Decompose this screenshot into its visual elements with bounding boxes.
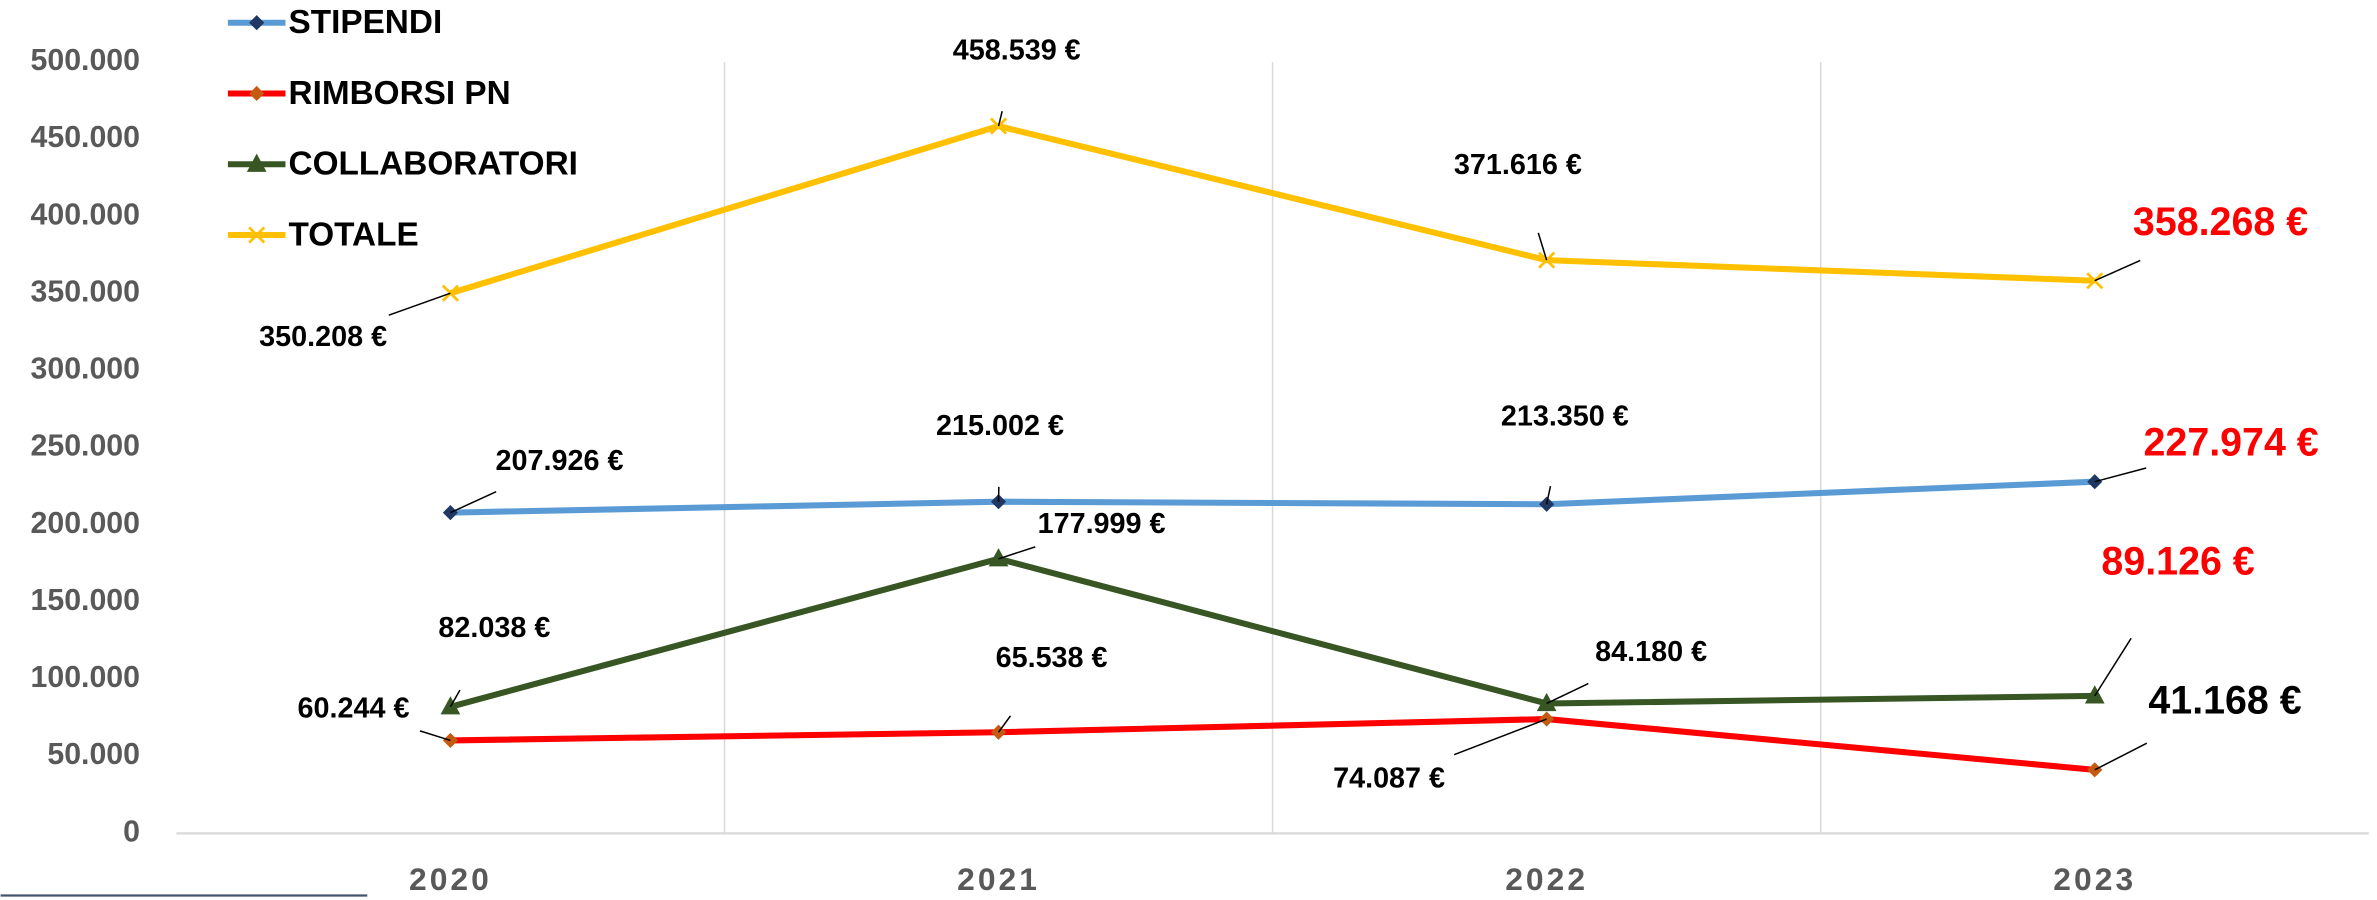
y-tick-label: 250.000	[30, 430, 140, 463]
leader-line	[2094, 637, 2132, 697]
leader-line	[998, 546, 1036, 560]
y-tick-label: 400.000	[30, 198, 140, 231]
data-label: 371.616 €	[1454, 149, 1582, 181]
y-tick-label: 0	[123, 815, 140, 848]
leader-line	[1453, 718, 1547, 756]
leader-line	[388, 292, 451, 316]
x-tick-label: 2021	[957, 861, 1040, 897]
leader-line	[1545, 485, 1552, 505]
data-label: 215.002 €	[936, 410, 1064, 442]
data-label: 458.539 €	[953, 34, 1081, 66]
data-label: 84.180 €	[1595, 636, 1707, 668]
data-label: 177.999 €	[1038, 508, 1166, 540]
series-line	[449, 555, 2095, 710]
y-tick-label: 150.000	[30, 584, 140, 617]
leader-line	[1537, 232, 1548, 261]
series-line	[450, 478, 2095, 516]
data-label: 89.126 €	[2101, 539, 2254, 583]
marker	[1536, 692, 1557, 712]
legend-label: TOTALE	[289, 216, 419, 253]
marker	[246, 153, 267, 172]
x-tick-label: 2022	[1505, 861, 1588, 897]
marker	[1538, 251, 1556, 269]
legend-label: COLLABORATORI	[289, 146, 578, 183]
marker	[990, 724, 1007, 740]
marker	[988, 548, 1009, 567]
legend-label: RIMBORSI PN	[289, 75, 511, 112]
marker	[248, 226, 266, 244]
marker	[249, 15, 265, 31]
y-tick-label: 200.000	[30, 507, 140, 540]
legend-label: STIPENDI	[289, 4, 443, 41]
y-tick-label: 450.000	[30, 121, 140, 154]
x-tick-label: 2023	[2053, 861, 2136, 897]
y-tick-label: 100.000	[30, 661, 140, 694]
data-label: 74.087 €	[1333, 762, 1445, 794]
leader-line	[2094, 259, 2141, 282]
leader-line	[997, 715, 1012, 733]
data-label: 350.208 €	[259, 321, 387, 353]
leader-line	[450, 490, 497, 514]
data-label: 358.268 €	[2133, 200, 2308, 244]
series-line	[449, 123, 2095, 297]
marker	[441, 284, 459, 302]
marker	[2087, 762, 2103, 778]
leader-line	[2094, 467, 2147, 483]
data-label: 213.350 €	[1501, 401, 1629, 433]
data-label: 82.038 €	[438, 612, 550, 644]
data-label: 65.538 €	[996, 642, 1108, 674]
marker	[1539, 711, 1555, 727]
leader-line	[419, 730, 451, 742]
data-label: 60.244 €	[297, 693, 409, 725]
marker	[249, 85, 265, 102]
y-tick-label: 300.000	[30, 353, 140, 386]
data-label: 207.926 €	[496, 445, 624, 477]
series-line	[450, 716, 2096, 773]
data-label: 227.974 €	[2144, 421, 2319, 465]
leader-line	[449, 689, 461, 708]
x-tick-label: 2020	[409, 861, 492, 897]
leader-line	[1546, 682, 1589, 705]
leader-line	[2094, 742, 2148, 771]
leader-line	[997, 111, 1003, 127]
y-tick-label: 50.000	[47, 738, 140, 771]
data-label: 41.168 €	[2148, 679, 2301, 723]
marker	[2084, 685, 2105, 704]
y-tick-label: 500.000	[30, 44, 140, 77]
y-tick-label: 350.000	[30, 275, 140, 308]
